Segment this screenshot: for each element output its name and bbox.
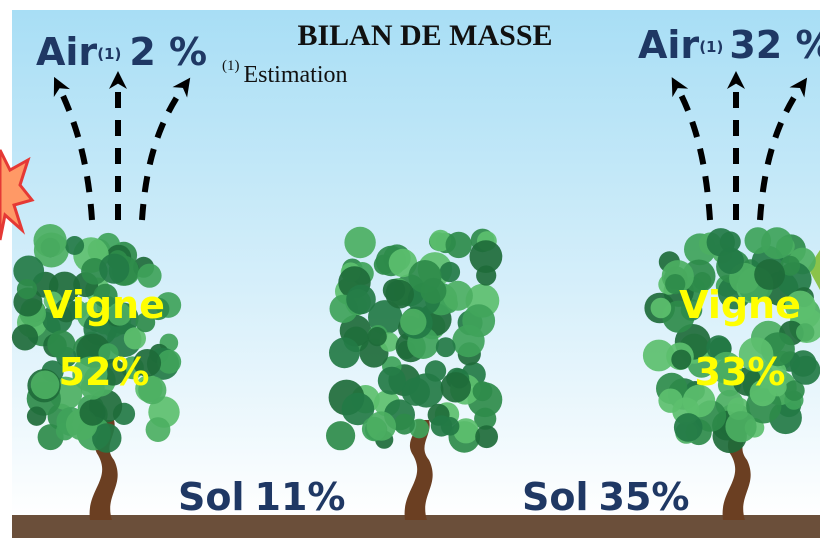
air-value: 2 % xyxy=(129,30,207,74)
leaf xyxy=(658,389,682,413)
leaf xyxy=(462,304,495,337)
leaf xyxy=(440,262,460,282)
leaf xyxy=(146,417,171,442)
leaf xyxy=(385,280,414,309)
leaf xyxy=(329,337,360,368)
scene: BILAN DE MASSE (1)Estimation Air(1)2 % A… xyxy=(0,0,820,538)
note-text: Estimation xyxy=(244,62,348,88)
leaf xyxy=(420,278,446,304)
sol-label: Sol xyxy=(522,475,589,519)
vigne-label: Vigne xyxy=(43,283,165,327)
title: BILAN DE MASSE xyxy=(297,19,552,52)
leaf xyxy=(17,279,37,299)
air-right: Air(1) 32 % xyxy=(638,23,820,67)
leaf xyxy=(27,407,46,426)
leaf xyxy=(436,337,456,357)
leaf xyxy=(99,254,129,284)
air-value: 32 % xyxy=(729,23,820,67)
air-label: Air xyxy=(36,30,97,74)
leaf xyxy=(671,350,691,370)
note-marker: (1) xyxy=(222,58,240,74)
leaf xyxy=(346,285,376,315)
sol-value: 11% xyxy=(255,475,346,519)
leaf xyxy=(80,400,106,426)
leaf xyxy=(409,373,443,407)
leaf xyxy=(441,417,460,436)
leaf xyxy=(34,224,67,257)
leaf xyxy=(400,309,426,335)
leaf xyxy=(446,232,472,258)
leaf xyxy=(31,371,60,400)
air-marker: (1) xyxy=(97,45,121,63)
leaf xyxy=(761,227,793,259)
leaf xyxy=(368,327,387,346)
leaf xyxy=(674,413,703,442)
air-label: Air xyxy=(638,23,699,67)
leaf xyxy=(367,411,396,440)
leaf xyxy=(65,236,84,255)
leaf xyxy=(475,425,498,448)
vigne-value: 52% xyxy=(59,350,150,394)
sol-label: Sol xyxy=(178,475,245,519)
air-marker: (1) xyxy=(699,38,723,56)
leaf xyxy=(326,421,355,450)
leaf xyxy=(394,414,415,435)
sol-value: 35% xyxy=(599,475,690,519)
leaf xyxy=(651,298,672,319)
leaf xyxy=(378,367,406,395)
leaf xyxy=(718,248,744,274)
leaf xyxy=(476,265,496,285)
leaf xyxy=(344,227,375,258)
leaf xyxy=(441,372,471,402)
leaf xyxy=(725,411,756,442)
vigne-label: Vigne xyxy=(679,283,801,327)
vigne-value: 33% xyxy=(695,350,786,394)
leaf xyxy=(791,356,820,385)
leaf xyxy=(473,381,493,401)
leaf xyxy=(12,324,38,350)
leaf xyxy=(443,281,473,311)
